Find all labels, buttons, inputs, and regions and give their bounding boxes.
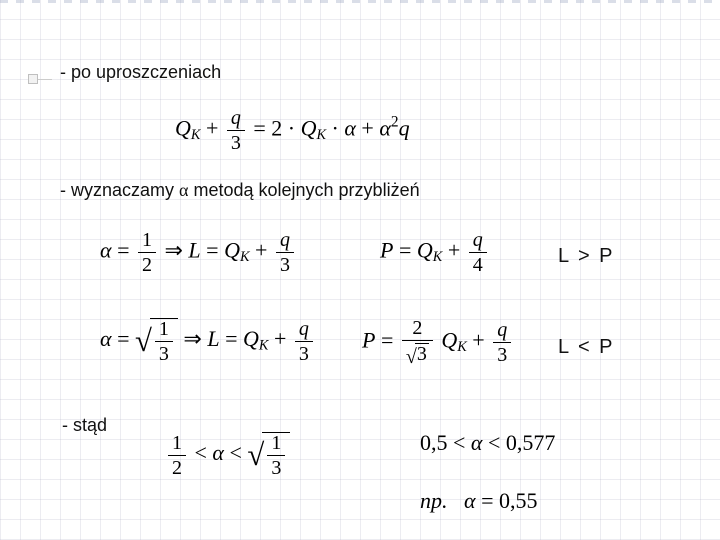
equation-5: 0,5 < α < 0,577 <box>420 430 555 456</box>
equation-1: QK + q3 = 2 · QK · α + α2q <box>175 108 410 153</box>
bullet-marker <box>28 72 52 86</box>
top-stripe <box>0 0 720 3</box>
result-1: L > P <box>558 245 615 268</box>
equation-2-P: P = QK + q4 <box>380 230 490 275</box>
equation-2-L: α = 12 ⇒ L = QK + q3 <box>100 230 297 275</box>
text-line-2: - wyznaczamy α metodą kolejnych przybliż… <box>60 180 420 201</box>
equation-3-L: α = √13 ⇒ L = QK + q3 <box>100 318 316 364</box>
result-2: L < P <box>558 336 615 359</box>
equation-6: np. α = 0,55 <box>420 488 537 514</box>
text-line-3: - stąd <box>62 415 107 436</box>
equation-4: 12 < α < √13 <box>165 432 290 478</box>
text-line-1: - po uproszczeniach <box>60 62 221 83</box>
equation-3-P: P = 2√3 QK + q3 <box>362 318 514 367</box>
